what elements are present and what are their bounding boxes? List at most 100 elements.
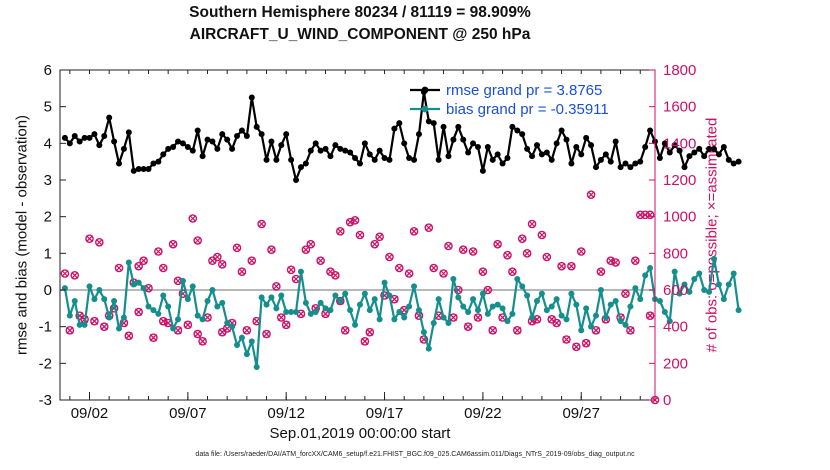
bias-point [401,314,408,321]
bias-point [356,301,363,308]
obs-possible-point [60,269,70,278]
obs-possible-mark [587,191,595,199]
obs-assimilated-point [217,327,227,337]
obs-assimilated-point [645,311,655,320]
rmse-point [145,166,152,172]
obs-possible-mark [425,224,433,232]
bias-point [86,283,93,290]
bias-point [366,307,373,314]
rmse-point [666,149,673,156]
rmse-point [293,177,300,183]
bias-point [592,312,599,319]
rmse-point [234,133,241,139]
obs-possible-point [404,269,414,278]
obs-possible-mark [145,284,152,292]
rmse-point [706,145,713,152]
rmse-point [258,131,265,138]
obs-possible-point [611,258,620,267]
obs-assimilated-ring [581,338,591,348]
obs-assimilated-cross-b [120,319,128,327]
x-axis-label: Sep.01,2019 00:00:00 start [269,425,451,442]
obs-possible-point [134,261,143,271]
bias-point [533,298,540,304]
obs-possible-mark [445,242,452,250]
y-tick-label-left: 4 [44,135,52,152]
bias-point [701,287,708,293]
bias-point [283,309,290,315]
obs-possible-cross-b [494,240,502,248]
y-tick-label-right: 1400 [663,135,696,152]
legend-marker [421,86,429,94]
bias-point [288,309,295,315]
obs-possible-cross-b [174,277,182,285]
bias-point [430,320,437,326]
bias-point [371,296,378,303]
bias-point [563,316,570,323]
rmse-point [583,134,590,141]
obs-possible-mark [558,262,565,270]
obs-assimilated-cross-b [464,323,472,331]
bias-point [238,334,245,341]
obs-possible-cross-b [479,268,487,276]
bias-point [386,292,393,299]
rmse-point [411,156,418,163]
obs-assimilated-cross-b [66,326,74,334]
obs-possible-point [355,230,365,240]
obs-possible-cross-b [425,224,433,232]
obs-assimilated-ring [99,322,109,331]
obs-possible-mark [459,246,467,254]
rmse-point [376,147,383,154]
rmse-point [499,160,506,167]
bias-point [420,329,427,336]
chart-subtitle: AIRCRAFT_U_WIND_COMPONENT @ 250 hPa [189,26,531,43]
obs-possible-point [645,210,655,220]
bias-point [632,285,639,292]
obs-assimilated-ring [340,326,350,335]
bias-point [725,281,732,288]
obs-assimilated-ring [591,326,601,335]
bias-point [273,305,280,312]
rmse-line [64,90,739,182]
rmse-point [647,127,654,134]
rmse-point [219,131,226,138]
rmse-point [76,138,83,145]
obs-assimilated-cross-b [572,343,580,351]
obs-assimilated-cross-b [582,339,590,347]
obs-possible-point [95,238,104,247]
obs-possible-mark [538,231,546,239]
rmse-point [509,123,516,130]
bias-point [435,296,442,303]
obs-possible-point [517,234,527,243]
obs-possible-point [335,227,345,236]
rmse-point [607,158,614,165]
obs-possible-point [478,267,488,276]
rmse-point [578,151,585,158]
bias-point [170,325,177,332]
obs-possible-mark [631,257,639,265]
rmse-point [514,127,521,134]
rmse-point [538,151,545,158]
obs-possible-point [70,271,80,280]
obs-possible-cross-b [287,266,295,274]
obs-possible-point [139,256,148,265]
obs-possible-point [114,263,124,273]
rmse-point [175,138,182,145]
bias-point [243,351,250,358]
bias-point [617,318,624,325]
obs-assimilated-cross-b [434,312,443,320]
obs-assimilated-point [149,333,158,342]
obs-assimilated-cross-b [449,313,458,322]
rmse-point [101,133,108,139]
x-tick-label: 09/12 [267,405,305,422]
obs-possible-point [458,245,468,254]
bias-point [425,345,432,352]
obs-possible-point [385,252,394,262]
x-tick-label: 09/17 [366,405,404,422]
obs-assimilated-cross-b [390,295,399,303]
obs-possible-mark [189,215,197,222]
rmse-point [268,138,275,145]
rmse-point [696,145,703,152]
bias-point [637,296,644,303]
bias-point [548,303,555,310]
obs-possible-point [503,250,512,260]
